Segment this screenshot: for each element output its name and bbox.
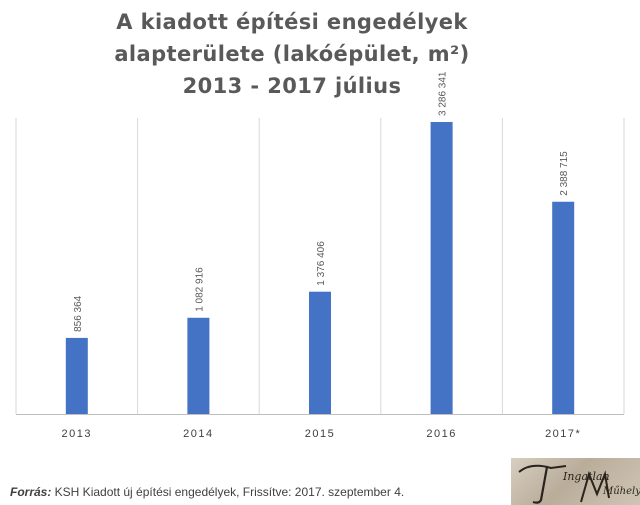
data-label: 3 286 341 — [438, 71, 449, 116]
bar-2015 — [309, 291, 331, 414]
bar-2016 — [430, 121, 453, 414]
data-label: 856 364 — [73, 295, 84, 332]
chart-title-line-2: alapterülete (lakóépület, m²) — [114, 42, 470, 66]
data-label: 2 388 715 — [559, 151, 570, 196]
x-tick-label: 2014 — [183, 428, 213, 440]
bar-chart: 856 364 2013 1 082 916 2014 1 376 406 2015 3 2… — [15, 71, 625, 440]
x-tick-label: 2016 — [426, 428, 456, 440]
source-text: KSH Kiadott új építési engedélyek, Friss… — [51, 485, 405, 499]
data-label: 1 082 916 — [194, 267, 205, 312]
chart-title-line-1: A kiadott építési engedélyek — [116, 10, 468, 34]
ingatlan-muhely-logo: Ingatlan Műhely — [511, 458, 640, 505]
x-tick-label: 2015 — [305, 428, 335, 440]
source-note: Forrás: KSH Kiadott új építési engedélye… — [10, 485, 404, 499]
chart-title-line-3: 2013 - 2017 július — [182, 74, 402, 98]
source-label: Forrás: — [10, 485, 52, 499]
bar-2017 — [552, 201, 575, 414]
x-tick-label: 2017* — [545, 428, 581, 440]
logo-text-top: Ingatlan — [562, 470, 610, 483]
logo-graphic: Ingatlan Műhely — [518, 464, 640, 504]
bar-2014 — [187, 317, 210, 414]
logo-text-bottom: Műhely — [602, 486, 640, 497]
x-tick-label: 2013 — [62, 428, 92, 440]
chart-title: A kiadott építési engedélyek alapterület… — [0, 6, 584, 102]
bar-2013 — [65, 337, 88, 414]
data-label: 1 376 406 — [316, 241, 327, 286]
